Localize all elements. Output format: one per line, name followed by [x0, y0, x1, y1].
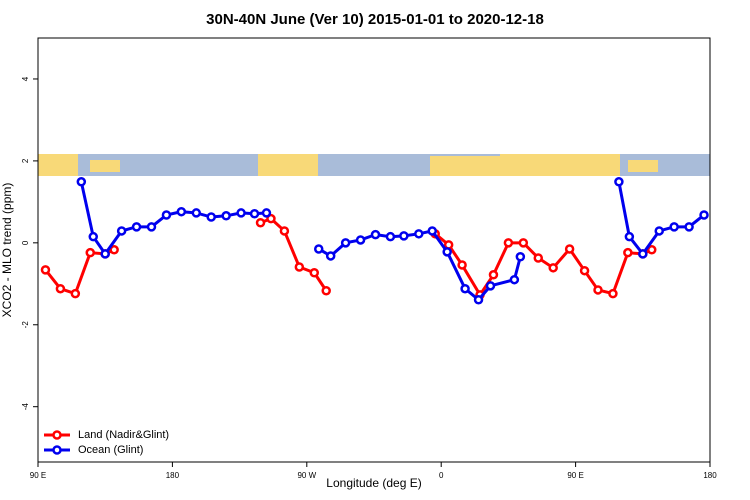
- series-point: [638, 249, 648, 259]
- series-point: [313, 244, 324, 254]
- series-point: [191, 208, 202, 218]
- series-point: [76, 177, 87, 187]
- series-point: [70, 288, 81, 299]
- series-point: [109, 245, 119, 255]
- series-point: [515, 252, 526, 262]
- y-tick-label: 4: [21, 76, 30, 81]
- series-point: [614, 177, 624, 187]
- legend-marker: [52, 445, 62, 455]
- series-point: [294, 262, 305, 272]
- series-point: [221, 211, 231, 221]
- series-point: [509, 274, 520, 285]
- legend-label: Land (Nadir&Glint): [78, 429, 169, 441]
- series-point: [564, 244, 575, 254]
- series-point: [279, 226, 290, 236]
- x-tick-label: 180: [703, 471, 717, 480]
- series-point: [623, 247, 633, 258]
- series-point: [249, 208, 260, 219]
- series-point: [355, 235, 366, 245]
- series-point: [55, 283, 66, 294]
- series-point: [442, 247, 452, 257]
- series-point: [427, 226, 437, 236]
- series-point: [533, 253, 544, 263]
- series-point: [370, 229, 381, 240]
- y-tick-label: -2: [21, 321, 30, 329]
- series-point: [684, 222, 694, 232]
- series-point: [146, 222, 157, 232]
- y-tick-label: -4: [21, 403, 30, 411]
- series-point: [321, 286, 331, 296]
- series-point: [654, 226, 664, 236]
- x-tick-label: 90 W: [297, 471, 316, 480]
- y-tick-label: 2: [21, 158, 30, 163]
- series-point: [266, 213, 276, 224]
- series-point: [88, 231, 99, 242]
- series-point: [255, 218, 266, 228]
- x-tick-label: 180: [166, 471, 180, 480]
- series-point: [309, 267, 320, 278]
- series-point: [176, 206, 187, 217]
- y-axis-label: XCO2 - MLO trend (ppm): [0, 183, 14, 318]
- series-point: [325, 251, 336, 261]
- series-point: [399, 231, 409, 241]
- series-point: [518, 238, 529, 248]
- series-point: [460, 283, 470, 294]
- plot-frame: [37, 37, 711, 463]
- x-tick-label: 90 E: [30, 471, 46, 480]
- series-point: [40, 265, 51, 275]
- series-point: [100, 249, 110, 259]
- series-point: [161, 210, 172, 220]
- series-point: [624, 231, 635, 242]
- series-point: [473, 295, 484, 305]
- series-point: [414, 229, 424, 239]
- x-axis-label: Longitude (deg E): [326, 476, 421, 490]
- series-point: [669, 222, 679, 232]
- series-point: [485, 281, 496, 291]
- series-point: [206, 212, 216, 222]
- series-point: [261, 208, 272, 218]
- series-point: [488, 270, 499, 280]
- x-tick-label: 90 E: [567, 471, 583, 480]
- map-strip: [38, 154, 710, 176]
- chart-title: 30N-40N June (Ver 10) 2015-01-01 to 2020…: [206, 11, 544, 28]
- legend-label: Ocean (Glint): [78, 444, 143, 456]
- series-point: [503, 238, 514, 248]
- legend-marker: [52, 430, 62, 440]
- series-point: [699, 210, 709, 220]
- series-point: [593, 285, 603, 295]
- series-point: [647, 245, 657, 255]
- series-point: [579, 265, 590, 276]
- series-point: [85, 247, 96, 258]
- series-point: [548, 263, 558, 273]
- y-tick-label: 0: [21, 240, 30, 245]
- series-point: [608, 288, 618, 299]
- series-point: [131, 222, 142, 232]
- x-tick-label: 0: [439, 471, 444, 480]
- series-point: [385, 231, 396, 242]
- series-point: [236, 208, 246, 218]
- series-point: [340, 238, 351, 248]
- series-point: [116, 226, 127, 236]
- series-point: [457, 260, 467, 270]
